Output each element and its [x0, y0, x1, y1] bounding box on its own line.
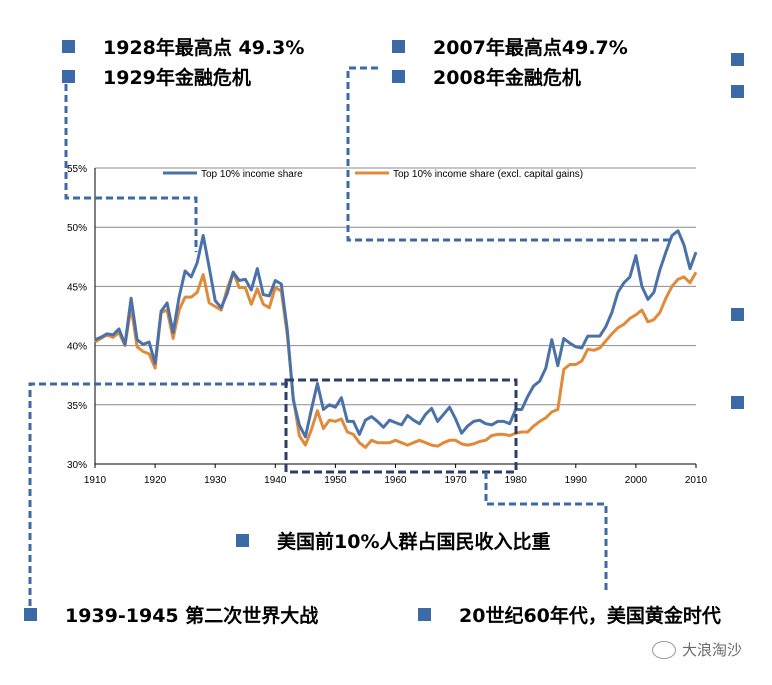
y-tick-label: 40% — [67, 342, 87, 353]
bullet-square-icon — [24, 608, 37, 621]
chart-caption: 美国前10%人群占国民收入比重 — [236, 527, 550, 554]
x-tick-label: 1960 — [384, 475, 407, 486]
bullet-square-icon — [392, 40, 405, 53]
annotation-text: 2008年金融危机 — [433, 67, 581, 89]
x-tick-label: 1940 — [264, 475, 287, 486]
annotation-golden-age: 20世纪60年代，美国黄金时代 — [418, 601, 721, 628]
x-tick-label: 1990 — [565, 475, 588, 486]
x-tick-label: 1980 — [505, 475, 528, 486]
bullet-square-icon — [731, 85, 744, 98]
y-tick-label: 45% — [67, 282, 87, 293]
annotation-crisis-1929: 1929年金融危机 — [62, 63, 251, 90]
legend-label: Top 10% income share (excl. capital gain… — [393, 169, 583, 180]
annotation-text: 1929年金融危机 — [103, 67, 251, 89]
axis — [94, 168, 697, 468]
x-tick-label: 1970 — [444, 475, 467, 486]
connector-1928 — [64, 84, 198, 252]
bullet-square-icon — [62, 70, 75, 83]
bullet-square-icon — [731, 308, 744, 321]
bullet-square-icon — [236, 534, 249, 547]
x-tick-label: 2010 — [685, 475, 708, 486]
watermark-text: 大浪淘沙 — [681, 641, 742, 659]
bullet-square-icon — [731, 53, 744, 66]
connector-2007 — [346, 66, 672, 242]
bullet-square-icon — [62, 40, 75, 53]
y-tick-label: 35% — [67, 401, 87, 412]
x-tick-label: 1910 — [84, 475, 107, 486]
series-line — [94, 270, 698, 449]
watermark: 大浪淘沙 — [651, 639, 742, 660]
gridlines — [95, 167, 696, 465]
y-tick-label: 50% — [67, 223, 87, 234]
x-tick-labels: 1910 1920 1930 1940 1950 1960 1970 1980 1990 2000… — [84, 475, 708, 486]
series-line — [94, 229, 698, 439]
bullet-square-icon — [418, 608, 431, 621]
y-tick-labels: 30% 35% 40% 45% 50% 55% — [67, 164, 87, 471]
annotation-peak-1928: 1928年最高点 49.3% — [62, 33, 304, 60]
x-tick-label: 2000 — [625, 475, 648, 486]
annotation-connectors — [28, 66, 672, 612]
x-tick-label: 1920 — [144, 475, 167, 486]
x-tick-label: 1930 — [204, 475, 227, 486]
annotation-text: 2007年最高点49.7% — [433, 37, 628, 59]
annotation-crisis-2008: 2008年金融危机 — [392, 63, 581, 90]
caption-text: 美国前10%人群占国民收入比重 — [277, 531, 551, 553]
connector-ww2 — [28, 382, 288, 612]
box-golden-age — [284, 378, 518, 474]
annotation-peak-2007: 2007年最高点49.7% — [392, 33, 628, 60]
series-group — [94, 229, 698, 449]
legend: Top 10% income share Top 10% income share… — [163, 169, 583, 180]
connector-golden-age — [484, 472, 608, 590]
y-tick-label: 55% — [67, 164, 87, 175]
legend-label: Top 10% income share — [201, 169, 303, 180]
annotation-text: 1928年最高点 49.3% — [103, 37, 305, 59]
y-tick-label: 30% — [67, 460, 87, 471]
bullet-square-icon — [392, 70, 405, 83]
annotation-text: 20世纪60年代，美国黄金时代 — [459, 605, 721, 627]
bullet-square-icon — [731, 396, 744, 409]
annotation-text: 1939-1945 第二次世界大战 — [65, 605, 319, 627]
x-tick-label: 1950 — [324, 475, 347, 486]
annotation-ww2: 1939-1945 第二次世界大战 — [24, 601, 318, 628]
wechat-icon — [651, 640, 676, 659]
